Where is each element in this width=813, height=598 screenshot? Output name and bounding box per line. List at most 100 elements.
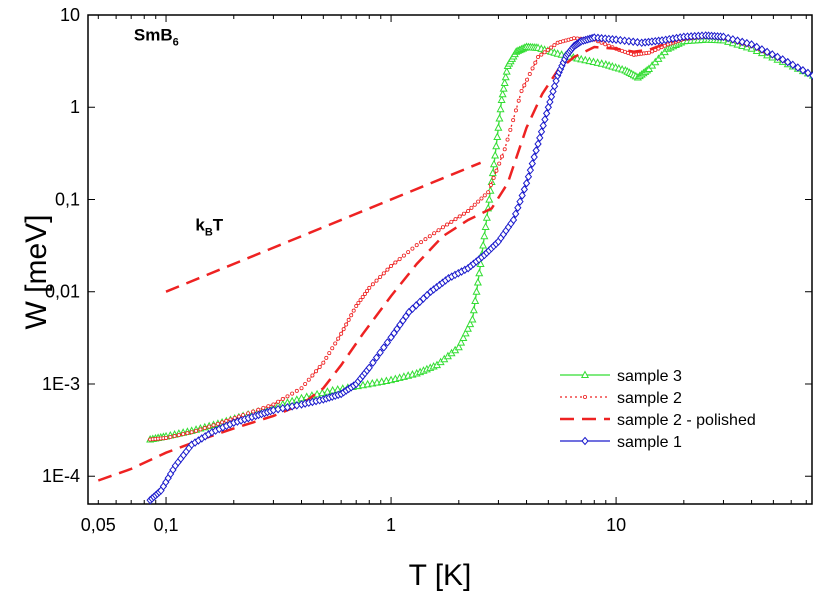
data-point xyxy=(463,324,472,332)
data-point xyxy=(473,277,482,286)
data-point xyxy=(370,282,375,287)
data-point xyxy=(494,168,499,173)
data-point xyxy=(362,291,367,296)
data-point xyxy=(530,66,535,71)
data-point xyxy=(784,57,792,67)
data-point xyxy=(533,60,538,65)
data-point xyxy=(481,222,490,230)
data-point xyxy=(530,152,538,162)
data-point xyxy=(514,203,522,212)
data-point xyxy=(317,364,322,369)
data-point xyxy=(241,413,246,418)
data-point xyxy=(406,250,411,255)
data-point xyxy=(498,89,507,98)
data-point xyxy=(367,285,372,290)
data-point xyxy=(646,50,651,55)
axis-ticks: 1E-4 1E-3 0,01 0,1 1 10 0,05 0,1 1 10 xyxy=(42,5,812,535)
data-point xyxy=(285,394,290,399)
data-point xyxy=(789,60,797,70)
annotations: SmB6 kBT xyxy=(134,25,224,238)
data-point xyxy=(522,178,531,188)
data-point xyxy=(768,50,776,59)
data-point xyxy=(482,193,487,198)
data-point xyxy=(625,36,633,46)
y-tick-label: 1 xyxy=(70,97,80,117)
data-point xyxy=(365,288,370,293)
data-point xyxy=(497,161,502,166)
data-point xyxy=(620,36,629,45)
x-tick-label: 10 xyxy=(606,515,626,535)
data-point xyxy=(397,257,402,262)
data-point xyxy=(369,358,377,367)
data-point xyxy=(383,338,392,347)
data-point xyxy=(539,121,547,130)
data-point xyxy=(236,414,241,419)
data-point xyxy=(753,42,761,52)
data-point xyxy=(616,35,625,45)
data-point xyxy=(381,271,386,276)
data-point xyxy=(185,431,190,436)
data-point xyxy=(489,159,498,168)
legend: sample 3 sample 2 sample 2 - polished sampl… xyxy=(560,368,756,451)
data-point xyxy=(374,278,379,283)
data-point xyxy=(436,228,441,233)
legend-marker xyxy=(583,394,588,399)
data-point xyxy=(804,68,812,78)
data-point xyxy=(276,399,281,404)
data-point xyxy=(327,351,332,356)
data-point xyxy=(356,301,361,306)
series-sample-2 xyxy=(148,34,813,442)
data-point xyxy=(537,127,546,136)
data-point xyxy=(499,154,504,159)
data-point xyxy=(303,381,308,386)
data-point xyxy=(330,346,335,351)
y-axis-title: W [meV] xyxy=(20,214,53,329)
data-point xyxy=(251,409,256,414)
data-point xyxy=(459,333,468,342)
data-point xyxy=(457,214,462,219)
data-point xyxy=(401,253,406,258)
data-point xyxy=(633,37,642,47)
series-sample-1 xyxy=(146,31,813,505)
data-point xyxy=(380,343,388,352)
data-point xyxy=(449,219,454,224)
series-layer xyxy=(97,31,813,505)
data-point xyxy=(491,175,496,180)
data-point xyxy=(472,287,481,295)
data-point xyxy=(393,260,398,265)
data-point xyxy=(220,420,225,425)
data-point xyxy=(339,331,344,336)
data-point xyxy=(492,141,501,150)
data-point xyxy=(545,47,550,52)
data-point xyxy=(513,108,518,113)
data-point xyxy=(496,104,505,113)
data-point xyxy=(457,338,466,346)
data-point xyxy=(336,336,341,341)
data-point xyxy=(354,304,359,309)
data-point xyxy=(509,215,518,225)
y-tick-label: 0,1 xyxy=(55,189,80,209)
legend-marker xyxy=(581,436,589,446)
data-point xyxy=(491,150,500,159)
data-point xyxy=(349,313,354,318)
data-point xyxy=(542,50,547,55)
data-point xyxy=(502,147,507,152)
data-point xyxy=(542,109,551,118)
data-point xyxy=(508,127,513,132)
series-sample-3 xyxy=(146,35,813,443)
legend-label: sample 2 xyxy=(617,390,682,407)
data-point xyxy=(511,118,516,123)
data-point xyxy=(333,341,338,346)
data-point xyxy=(432,231,437,236)
data-point xyxy=(378,274,383,279)
data-point xyxy=(266,404,271,409)
data-point xyxy=(410,246,415,251)
data-point xyxy=(539,52,544,57)
data-point xyxy=(536,133,544,143)
annotation-label: SmB6 xyxy=(134,25,179,48)
data-point xyxy=(469,205,474,210)
data-point xyxy=(799,65,807,75)
data-point xyxy=(541,115,549,124)
